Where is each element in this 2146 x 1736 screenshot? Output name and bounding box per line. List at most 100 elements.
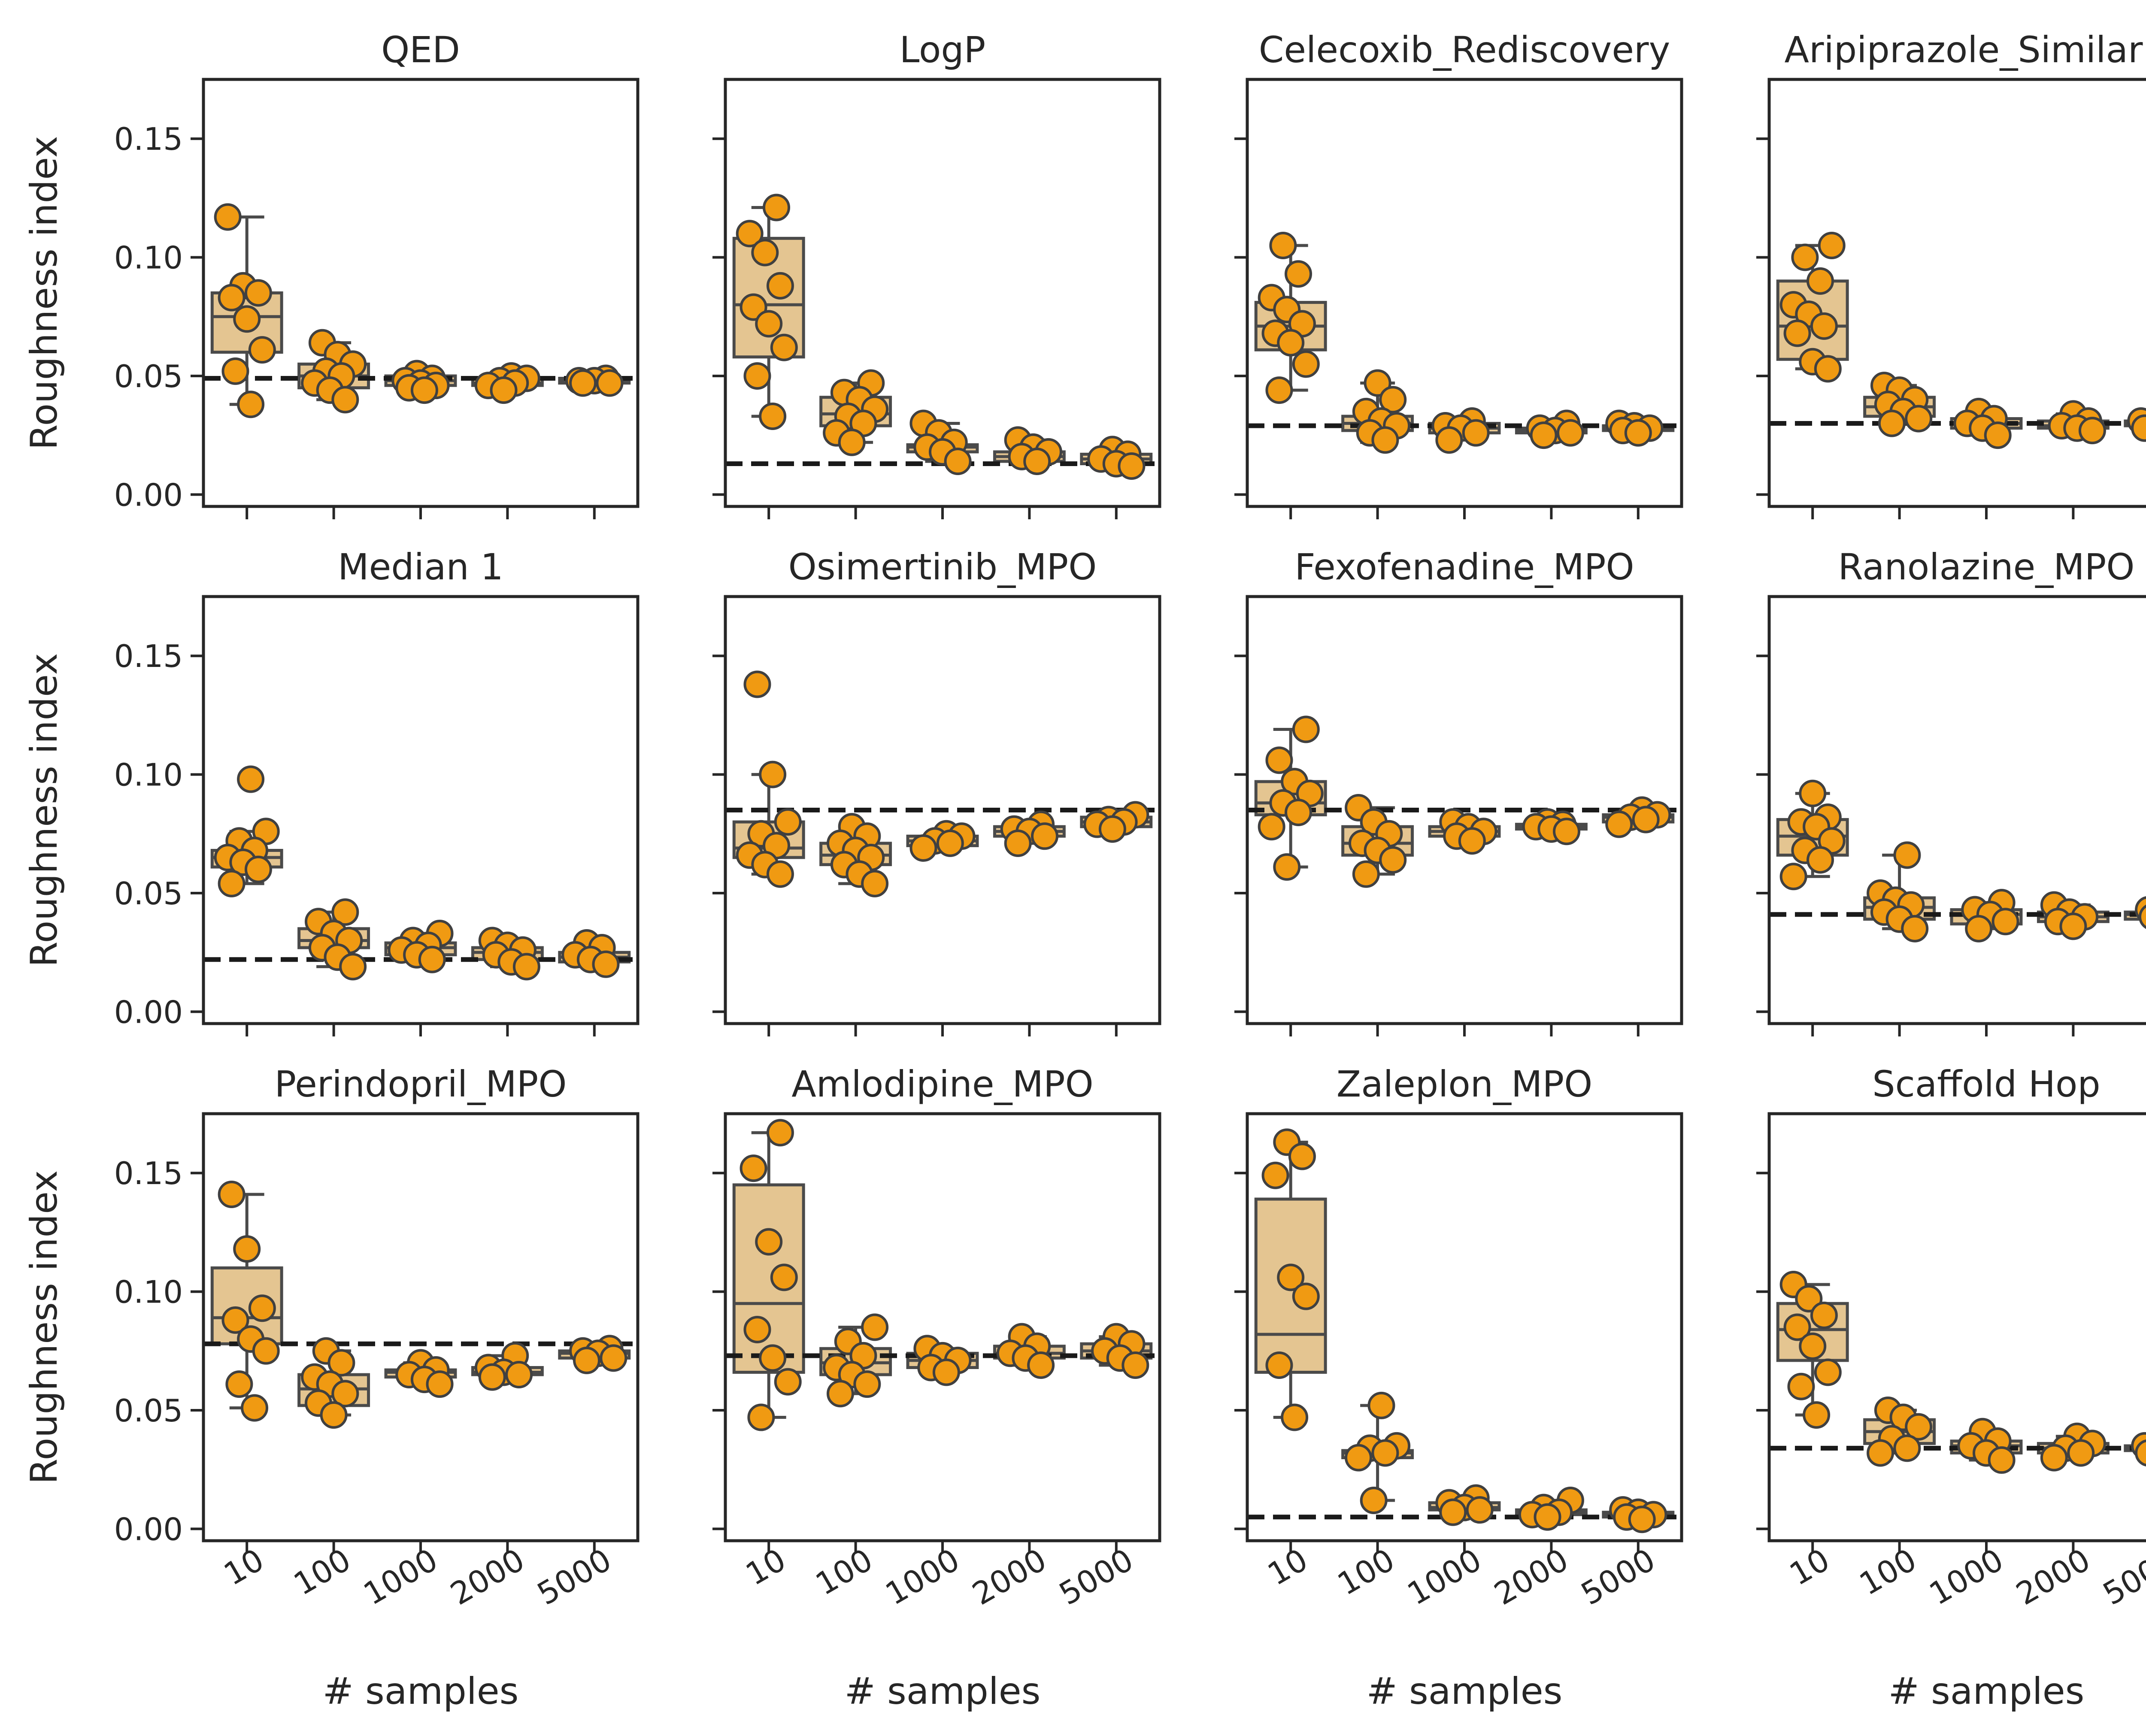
data-point bbox=[1439, 1498, 1467, 1526]
x-tick-label: 10 bbox=[1783, 1542, 1835, 1593]
panel-11: Zaleplon_MPO 10 100 1000 2000 5000 # samples bbox=[1234, 1063, 1683, 1713]
data-point bbox=[853, 1370, 881, 1398]
data-point bbox=[1031, 822, 1059, 850]
data-point bbox=[1787, 1372, 1815, 1400]
data-point bbox=[743, 1316, 771, 1344]
data-point bbox=[1265, 746, 1293, 774]
panel-6: Osimertinib_MPO bbox=[712, 546, 1161, 1036]
data-point bbox=[218, 870, 246, 897]
panel-title: Aripiprazole_Similarity bbox=[1785, 29, 2146, 71]
data-point bbox=[736, 220, 764, 248]
data-point bbox=[233, 1235, 261, 1263]
panel-title: Ranolazine_MPO bbox=[1838, 546, 2134, 588]
data-point bbox=[2067, 1439, 2095, 1467]
data-point bbox=[1435, 426, 1463, 454]
data-point bbox=[1783, 319, 1811, 347]
data-point bbox=[592, 950, 620, 978]
panel-4: Aripiprazole_Similarity bbox=[1756, 29, 2146, 519]
data-point bbox=[743, 362, 771, 390]
data-point bbox=[1632, 806, 1660, 833]
data-point bbox=[1893, 1434, 1921, 1462]
data-point bbox=[1285, 260, 1312, 288]
data-point bbox=[2078, 417, 2106, 445]
data-point bbox=[1466, 1496, 1494, 1524]
data-point bbox=[225, 1370, 253, 1398]
y-tick-label: 0.00 bbox=[114, 477, 183, 513]
x-tick-label: 2000 bbox=[2010, 1542, 2096, 1612]
x-tick-label: 100 bbox=[809, 1542, 879, 1602]
data-point bbox=[252, 1337, 280, 1365]
x-tick-label: 10 bbox=[218, 1542, 270, 1593]
data-point bbox=[1814, 355, 1842, 383]
data-point bbox=[1988, 1446, 2016, 1474]
data-point bbox=[932, 1358, 960, 1386]
data-point bbox=[759, 402, 787, 430]
panel-9: Perindopril_MPO 0.00 0.05 0.10 0.15 10 100 1000… bbox=[23, 1063, 640, 1713]
data-point bbox=[331, 1380, 359, 1408]
data-point bbox=[1799, 779, 1827, 807]
data-point bbox=[512, 953, 540, 981]
x-tick-label: 10 bbox=[1261, 1542, 1313, 1593]
data-point bbox=[1799, 1332, 1827, 1360]
data-point bbox=[740, 1154, 767, 1182]
data-point bbox=[2059, 912, 2087, 940]
data-point bbox=[248, 336, 276, 364]
data-point bbox=[339, 953, 367, 981]
data-point bbox=[1292, 1282, 1320, 1310]
panel-title: Osimertinib_MPO bbox=[788, 546, 1097, 588]
x-tick-label: 5000 bbox=[1053, 1542, 1140, 1612]
data-point bbox=[1605, 810, 1633, 838]
x-tick-label: 100 bbox=[1331, 1542, 1400, 1602]
data-point bbox=[1530, 421, 1558, 449]
panel-title: Median 1 bbox=[338, 546, 503, 588]
data-point bbox=[936, 829, 964, 857]
y-tick-label: 0.15 bbox=[114, 1155, 183, 1191]
x-tick-label: 2000 bbox=[966, 1542, 1052, 1612]
data-point bbox=[909, 834, 937, 862]
data-point bbox=[426, 1370, 454, 1398]
data-point bbox=[248, 1294, 276, 1322]
data-point bbox=[826, 1380, 854, 1408]
data-point bbox=[1269, 231, 1297, 259]
data-point bbox=[861, 870, 889, 897]
x-axis-label: # samples bbox=[1888, 1670, 2085, 1713]
data-point bbox=[740, 293, 767, 321]
y-tick-label: 0.15 bbox=[114, 121, 183, 157]
data-point bbox=[1371, 426, 1399, 454]
data-point bbox=[2040, 1444, 2068, 1472]
data-point bbox=[1345, 1444, 1373, 1472]
x-tick-label: 1000 bbox=[879, 1542, 966, 1612]
x-tick-label: 10 bbox=[740, 1542, 791, 1593]
panel-title: Scaffold Hop bbox=[1872, 1063, 2100, 1105]
panel-12: Scaffold Hop 10 100 1000 2000 5000 # samples bbox=[1756, 1063, 2146, 1713]
panel-title: Fexofenadine_MPO bbox=[1294, 546, 1634, 588]
panel-title: Perindopril_MPO bbox=[275, 1063, 567, 1105]
x-tick-label: 1000 bbox=[1401, 1542, 1488, 1612]
data-point bbox=[1098, 815, 1126, 843]
data-point bbox=[1265, 1351, 1293, 1379]
data-point bbox=[1965, 915, 1993, 942]
data-point bbox=[1893, 841, 1921, 869]
data-point bbox=[1458, 827, 1486, 855]
panel-2: LogP bbox=[712, 29, 1161, 519]
data-point bbox=[478, 1363, 506, 1391]
data-point bbox=[2135, 1439, 2146, 1466]
data-point bbox=[1352, 860, 1380, 888]
panel-title: Amlodipine_MPO bbox=[791, 1063, 1094, 1105]
y-tick-label: 0.10 bbox=[114, 1274, 183, 1310]
x-axis-label: # samples bbox=[845, 1670, 1041, 1713]
data-point bbox=[766, 860, 794, 888]
x-tick-label: 2000 bbox=[444, 1542, 530, 1612]
data-point bbox=[1783, 1313, 1811, 1341]
panel-5: Median 1 0.00 0.05 0.10 0.15 Roughness index bbox=[23, 546, 640, 1036]
y-tick-label: 0.05 bbox=[114, 1393, 183, 1429]
data-point bbox=[1905, 405, 1933, 433]
panel-title: Zaleplon_MPO bbox=[1337, 1063, 1593, 1105]
data-point bbox=[221, 1306, 249, 1334]
x-tick-label: 5000 bbox=[2097, 1542, 2146, 1612]
data-point bbox=[1878, 409, 1906, 437]
x-tick-label: 1000 bbox=[358, 1542, 444, 1612]
data-point bbox=[1004, 829, 1032, 857]
data-point bbox=[838, 428, 866, 456]
